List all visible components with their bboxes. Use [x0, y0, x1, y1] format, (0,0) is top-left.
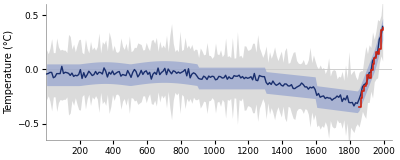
Y-axis label: Temperature (°C): Temperature (°C) — [4, 30, 14, 114]
